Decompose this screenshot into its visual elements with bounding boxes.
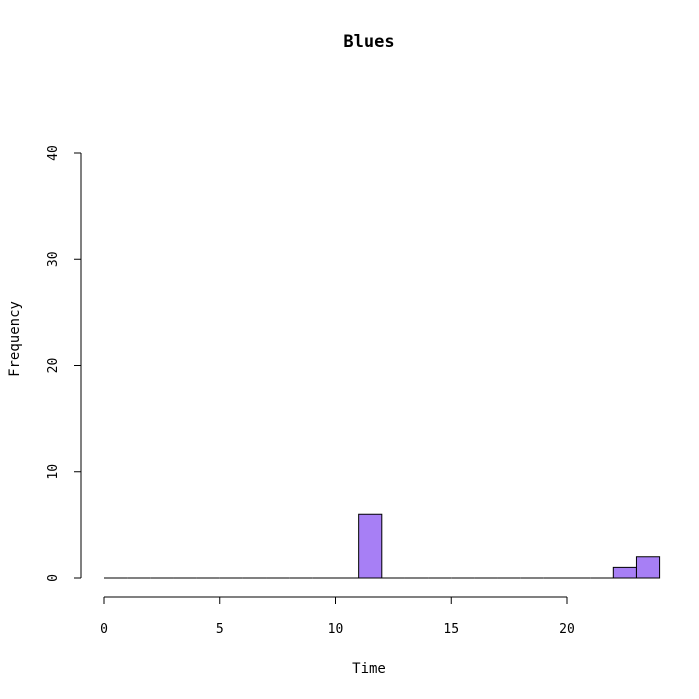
x-tick-label: 20 (559, 622, 575, 637)
y-tick-label: 30 (46, 251, 61, 267)
histogram-bar (635, 556, 661, 579)
x-axis: 0 5 10 15 20 (100, 596, 575, 637)
y-tick-label: 40 (46, 145, 61, 161)
y-tick-label: 10 (46, 464, 61, 480)
histogram-bars (104, 513, 661, 579)
x-tick-label: 5 (216, 622, 224, 637)
y-axis: 0 10 20 30 40 (46, 145, 82, 582)
histogram-bar (358, 513, 383, 579)
x-tick-label: 10 (328, 622, 344, 637)
y-axis-label: Frequency (7, 301, 23, 377)
histogram-bar (612, 566, 637, 579)
chart-title: Blues (343, 32, 394, 52)
y-tick-label: 0 (46, 574, 61, 582)
x-axis-label: Time (352, 661, 386, 677)
y-tick-label: 20 (46, 358, 61, 374)
x-tick-label: 15 (443, 622, 459, 637)
x-tick-label: 0 (100, 622, 108, 637)
